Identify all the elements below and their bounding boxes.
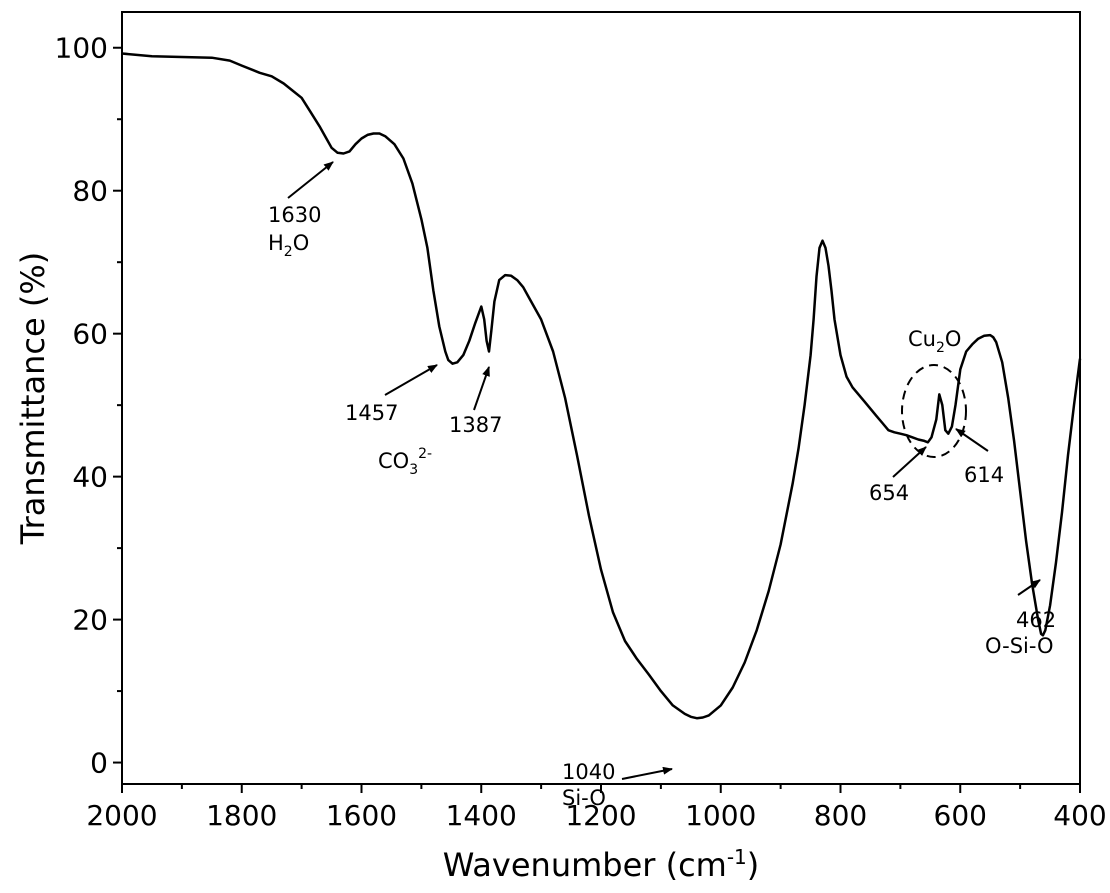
annotation-cu2o: Cu2O [901,327,967,458]
label-si-o: Si-O [562,786,606,810]
annotation-614: 614 [955,428,1004,487]
x-tick-label: 2000 [86,799,157,832]
label-1630: 1630 [268,203,321,227]
annotation-1040: 1040 Si-O [562,760,673,810]
x-tick-label: 1400 [446,799,517,832]
y-tick-label: 80 [72,175,108,208]
x-tick-label: 1600 [326,799,397,832]
arrow-1040 [621,766,673,780]
x-tick-label: 1800 [206,799,277,832]
annotation-1457: 1457 [345,364,438,425]
label-cu2o: Cu2O [908,327,961,356]
annotation-462: 462 O-Si-O [985,579,1056,658]
plot-frame [121,11,1081,785]
y-axis-title: Transmittance (%) [14,252,52,545]
y-axis-ticks: 0 20 40 60 80 100 [55,32,122,780]
y-tick-label: 20 [72,604,108,637]
x-tick-label: 1000 [685,799,756,832]
label-o-si-o: O-Si-O [985,634,1054,658]
label-1457: 1457 [345,401,398,425]
arrow-462 [1017,579,1041,596]
label-654: 654 [869,481,909,505]
x-axis-ticks: 2000 1800 1600 1400 1200 1000 800 600 400 [86,784,1107,832]
y-tick-label: 60 [72,318,108,351]
x-tick-label: 600 [934,799,987,832]
y-tick-label: 0 [90,747,108,780]
annotation-1630: 1630 H2O [268,161,334,260]
spectrum-line [121,52,1082,720]
y-tick-label: 100 [55,32,108,65]
label-614: 614 [964,463,1004,487]
arrow-654 [892,446,927,478]
label-h2o: H2O [268,231,309,260]
arrow-1457 [384,364,438,396]
arrow-1387 [473,366,490,411]
label-462: 462 [1016,608,1056,632]
arrow-1630 [287,161,334,199]
x-axis-title: Wavenumber (cm-1) [443,845,760,884]
x-tick-label: 400 [1053,799,1106,832]
arrow-614 [955,428,989,452]
y-tick-label: 40 [72,461,108,494]
annotation-1387: 1387 [449,366,502,437]
annotation-654: 654 [869,446,927,505]
label-1387: 1387 [449,413,502,437]
x-tick-label: 1200 [565,799,636,832]
x-tick-label: 800 [814,799,867,832]
cu2o-region-circle [901,364,967,458]
series-layer [121,52,1082,720]
label-co3: CO32- [378,446,432,478]
label-1040: 1040 [562,760,615,784]
